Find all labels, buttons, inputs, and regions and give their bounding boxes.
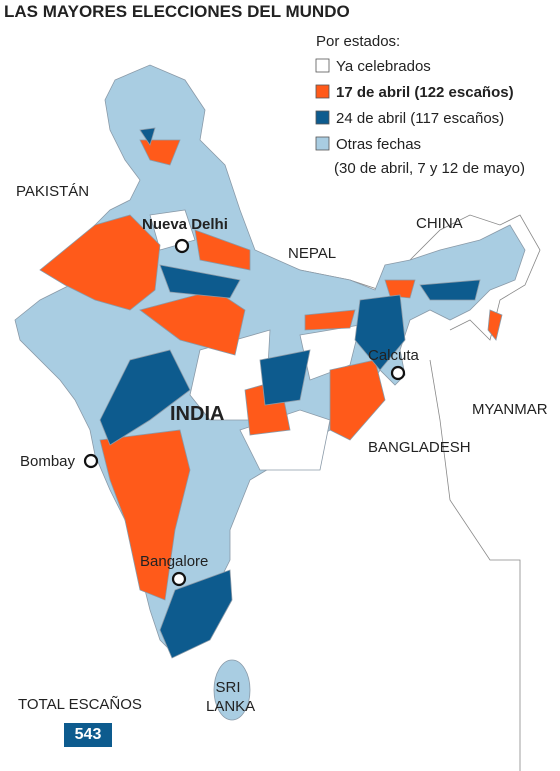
country-label: CHINA xyxy=(416,215,463,232)
region xyxy=(304,309,356,331)
region xyxy=(259,349,311,406)
border xyxy=(409,214,541,341)
legend-swatch xyxy=(315,110,330,125)
region xyxy=(139,139,181,166)
country-label: INDIA xyxy=(170,403,224,425)
legend-label: Otras fechas xyxy=(336,136,421,153)
region xyxy=(329,359,386,441)
region xyxy=(384,279,416,299)
border xyxy=(429,359,521,771)
total-label: TOTAL ESCAÑOS xyxy=(18,696,142,713)
total-value: 543 xyxy=(64,723,112,747)
legend-label: 24 de abril (117 escaños) xyxy=(336,110,504,127)
region xyxy=(159,569,233,659)
country-label: PAKISTÁN xyxy=(16,183,89,200)
country-label: SRI LANKA xyxy=(206,679,256,715)
country-label: NEPAL xyxy=(288,245,336,262)
legend-heading: Por estados: xyxy=(316,33,400,50)
region xyxy=(99,349,191,446)
country-label: BANGLADESH xyxy=(368,439,471,456)
region xyxy=(419,279,481,301)
city-marker xyxy=(174,238,190,254)
legend: Ya celebrados 17 de abril (122 escaños) 24… xyxy=(315,58,525,177)
region xyxy=(139,127,156,146)
legend-swatch xyxy=(315,84,330,99)
legend-swatch xyxy=(315,58,330,73)
title: LAS MAYORES ELECCIONES DEL MUNDO xyxy=(4,2,350,21)
region xyxy=(194,229,251,271)
city-marker xyxy=(83,453,99,469)
legend-label: 17 de abril (122 escaños) xyxy=(336,84,514,101)
region xyxy=(487,309,503,341)
legend-label: Ya celebrados xyxy=(336,58,431,75)
city-marker xyxy=(171,571,187,587)
region xyxy=(354,294,406,371)
city-label: Bombay xyxy=(20,453,76,470)
city-marker xyxy=(390,365,406,381)
country-label: MYANMAR xyxy=(472,401,548,418)
region xyxy=(39,214,161,311)
region xyxy=(99,429,191,601)
legend-sublabel: (30 de abril, 7 y 12 de mayo) xyxy=(334,160,525,177)
city-label: Calcuta xyxy=(368,347,420,364)
region xyxy=(159,264,241,299)
legend-swatch xyxy=(315,136,330,151)
region xyxy=(213,659,251,721)
region xyxy=(14,64,526,651)
city-label: Bangalore xyxy=(140,553,208,570)
city-label: Nueva Delhi xyxy=(142,216,228,233)
